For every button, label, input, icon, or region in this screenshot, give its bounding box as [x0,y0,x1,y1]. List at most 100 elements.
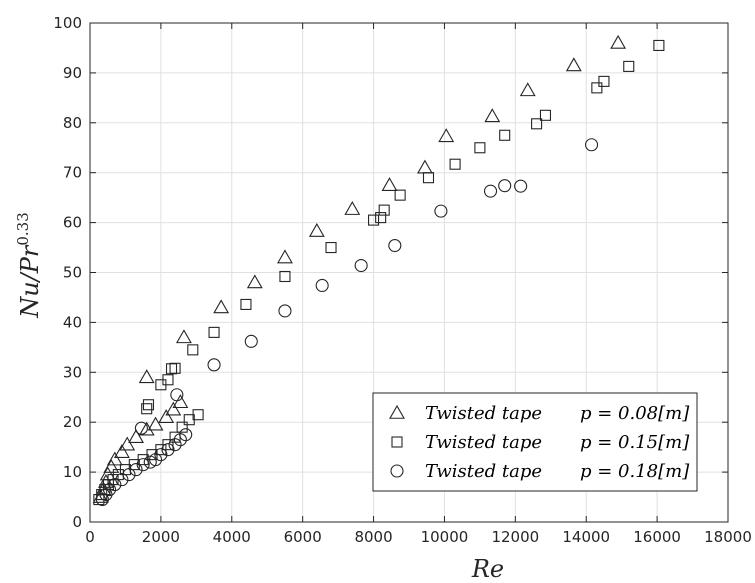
data-point-triangle [213,299,230,314]
x-tick-label: 14000 [562,528,610,546]
y-tick-label: 40 [63,313,82,331]
data-point-triangle [344,201,361,215]
data-point-square [368,214,380,226]
y-tick-label: 90 [63,64,82,82]
data-point-circle [483,184,498,198]
data-point-triangle [138,421,155,436]
data-point-triangle [276,249,293,264]
x-tick-label: 16000 [633,528,681,546]
legend-box [372,392,698,492]
data-point-circle [354,258,368,273]
data-point-square [162,374,174,386]
data-point-triangle [565,57,582,72]
y-axis-label-exponent: 0.33 [14,212,32,245]
x-tick-label: 12000 [491,528,539,546]
y-axis-label: Nu/Pr0.33 [14,212,44,319]
data-point-square [325,242,337,254]
data-point-square [591,82,603,94]
data-point-square [162,439,174,451]
data-point-circle [129,463,143,477]
data-point-triangle [381,177,398,191]
data-point-square [375,212,387,224]
data-point-square [539,109,552,121]
data-point-circle [244,334,258,348]
data-point-triangle [138,369,155,384]
y-tick-label: 30 [63,363,82,381]
data-point-triangle [484,108,501,123]
data-point-circle [168,438,182,452]
data-point-triangle [119,436,136,451]
x-axis-label: Re [471,555,504,583]
data-point-circle [149,453,163,467]
x-tick-label: 8000 [354,528,392,546]
data-point-circle [122,468,136,482]
legend: Twisted tape p = 0.08[m] Twisted tape p = 0… [372,392,698,492]
y-tick-label: 50 [63,264,82,282]
data-point-triangle [172,394,189,409]
data-point-square [192,409,204,421]
legend-equation: p = 0.15[m] [580,432,690,453]
data-point-square [474,142,486,154]
data-point-square [208,326,220,338]
data-point-square [279,270,291,283]
x-tick-label: 2000 [142,528,180,546]
data-point-square [141,403,153,415]
data-point-circle [170,388,184,402]
data-point-circle [315,278,329,293]
data-point-circle [207,358,221,372]
legend-equation: p = 0.18[m] [580,461,690,482]
data-point-triangle [113,444,130,458]
data-point-circle [514,179,528,193]
legend-label: Twisted tape [425,403,542,424]
data-point-triangle [128,429,145,443]
data-point-square [598,75,610,87]
legend-label: Twisted tape [425,461,542,482]
y-tick-label: 60 [63,214,82,232]
plot-area [92,34,665,507]
data-point-circle [498,179,512,193]
data-point-circle [134,421,148,435]
axes [89,22,729,523]
data-point-square [653,39,665,52]
legend-marker-circle [390,464,404,478]
data-point-square [422,172,435,184]
series-square [93,39,665,506]
data-point-square [449,158,461,170]
y-axis-label-base: Nu/Pr [16,244,44,319]
series-circle [95,138,599,507]
y-tick-label: 80 [63,114,82,132]
data-point-square [531,118,543,130]
y-tick-label: 0 [72,513,82,531]
data-point-circle [102,483,117,497]
data-point-triangle [106,451,123,466]
legend-marker-square [391,436,403,448]
data-point-square [142,399,155,411]
data-point-triangle [175,329,192,344]
x-tick-label: 0 [85,528,95,546]
data-point-square [394,189,406,201]
data-point-circle [434,204,448,218]
data-point-triangle [103,459,120,473]
y-tick-label: 70 [63,164,82,182]
data-point-square [169,362,181,374]
data-point-triangle [147,416,164,431]
data-point-circle [115,473,129,487]
data-point-circle [108,478,122,492]
y-tick-label: 10 [63,463,82,481]
data-point-circle [179,428,193,442]
y-tick-label: 100 [53,14,82,32]
data-point-square [187,344,199,356]
data-point-triangle [246,274,263,289]
data-point-circle [136,458,150,472]
x-tick-label: 18000 [704,528,752,546]
data-point-triangle [519,82,536,97]
data-point-circle [173,433,187,447]
data-point-square [378,204,390,216]
data-point-square [240,298,252,310]
data-point-triangle [438,128,455,143]
data-point-circle [161,443,175,457]
legend-label: Twisted tape [425,432,542,453]
tick-labels: 0 2000 4000 6000 8000 10000 12000 14000 16000 180… [53,14,752,546]
